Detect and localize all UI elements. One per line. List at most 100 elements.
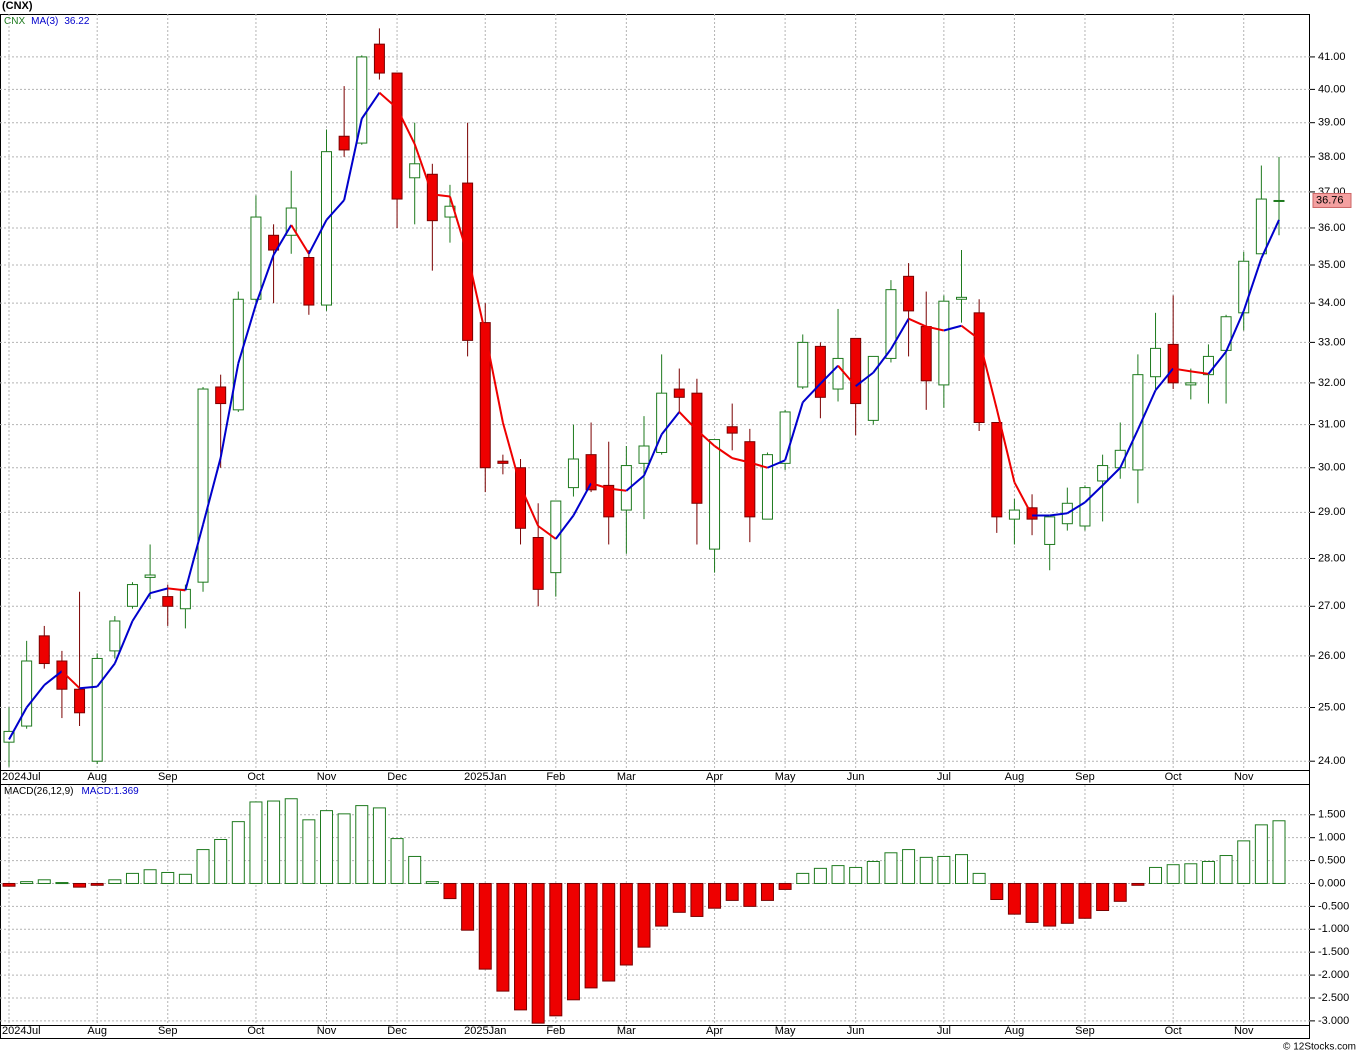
candle-body bbox=[462, 182, 474, 341]
candle-body bbox=[744, 441, 756, 518]
x-tick-label: Apr bbox=[706, 771, 723, 783]
y-tick-label: 0.000 bbox=[1318, 877, 1346, 889]
candle-body bbox=[479, 322, 491, 469]
x-tick-label: Aug bbox=[87, 771, 107, 783]
candle-body bbox=[1044, 516, 1056, 545]
candle-body bbox=[1255, 198, 1267, 255]
candle-body bbox=[1167, 343, 1179, 384]
macd-readout-label: MACD: bbox=[81, 786, 113, 797]
macd-bar bbox=[108, 879, 122, 884]
ma-segment bbox=[167, 587, 186, 592]
ma-segment bbox=[1101, 467, 1121, 487]
x-tick-label: Sep bbox=[158, 771, 178, 783]
y-tick-label: 38.00 bbox=[1318, 151, 1346, 163]
legend-ma-value: 36.22 bbox=[64, 16, 89, 27]
x-tick-label: May bbox=[775, 1025, 796, 1037]
ma-segment bbox=[537, 525, 557, 540]
macd-bar bbox=[884, 852, 898, 884]
ma-segment bbox=[678, 411, 698, 431]
ma-segment bbox=[290, 224, 310, 255]
x-tick-label: Oct bbox=[1165, 1025, 1182, 1037]
candle-body bbox=[903, 275, 915, 312]
candle-body bbox=[162, 596, 174, 607]
y-tick-label: 30.00 bbox=[1318, 462, 1346, 474]
candle-body bbox=[956, 296, 967, 300]
x-tick-label: Jul bbox=[937, 1025, 951, 1037]
macd-bar bbox=[125, 872, 139, 884]
macd-bar bbox=[1184, 863, 1198, 884]
x-tick-label: Feb bbox=[546, 771, 565, 783]
macd-legend: MACD(26,12,9) MACD:1.369 bbox=[4, 786, 139, 797]
macd-bar bbox=[355, 805, 369, 884]
ma-segment bbox=[343, 118, 363, 201]
macd-bar bbox=[1043, 882, 1057, 927]
macd-bar bbox=[231, 821, 245, 884]
macd-bar bbox=[196, 849, 210, 884]
footer: © 12Stocks.com bbox=[1283, 1042, 1356, 1053]
x-tick-label: Jun bbox=[847, 771, 865, 783]
y-tick-label: 27.00 bbox=[1318, 600, 1346, 612]
ma-segment bbox=[96, 662, 116, 688]
y-tick-label: -3.000 bbox=[1318, 1015, 1349, 1027]
y-tick-label: 0.500 bbox=[1318, 854, 1346, 866]
candle-body bbox=[126, 584, 138, 607]
ma-segment bbox=[590, 482, 610, 490]
candle-body bbox=[532, 537, 544, 590]
macd-bar bbox=[655, 882, 669, 927]
ma-segment bbox=[202, 457, 222, 525]
ma-segment bbox=[767, 459, 786, 469]
legend-ma: MA(3) bbox=[31, 16, 58, 27]
candle-body bbox=[91, 657, 103, 762]
ma-segment bbox=[360, 92, 381, 120]
ma-segment bbox=[855, 371, 874, 387]
macd-bar bbox=[337, 813, 351, 884]
macd-bar bbox=[214, 839, 228, 884]
candle-body bbox=[3, 730, 15, 743]
macd-bar bbox=[531, 882, 545, 1024]
candle-body bbox=[1150, 347, 1162, 378]
macd-bar bbox=[955, 854, 968, 884]
candle-body bbox=[1079, 487, 1091, 527]
price-tag-box bbox=[1312, 192, 1352, 208]
ma-segment bbox=[413, 143, 434, 195]
ma-segment bbox=[908, 317, 927, 328]
macd-bar bbox=[743, 882, 757, 907]
candle-body bbox=[920, 326, 932, 382]
macd-bar bbox=[566, 882, 580, 1001]
macd-bar bbox=[1254, 824, 1268, 884]
macd-bar bbox=[1237, 840, 1251, 884]
candle-body bbox=[426, 173, 438, 222]
ma-segment bbox=[784, 402, 804, 461]
ma-segment bbox=[625, 474, 645, 492]
macd-bar bbox=[619, 882, 633, 966]
macd-bar bbox=[937, 855, 951, 884]
y-tick-label: 32.00 bbox=[1318, 377, 1346, 389]
ma-segment bbox=[432, 193, 451, 198]
candle-body bbox=[356, 56, 368, 144]
macd-bar bbox=[249, 801, 263, 884]
y-tick-label: 34.00 bbox=[1318, 297, 1346, 309]
macd-bar bbox=[496, 882, 510, 992]
candle-body bbox=[338, 135, 350, 151]
x-tick-label: Jul bbox=[937, 771, 951, 783]
x-tick-label: May bbox=[775, 771, 796, 783]
candle-body bbox=[497, 460, 509, 464]
y-tick-label: -1.500 bbox=[1318, 946, 1349, 958]
ma-segment bbox=[501, 422, 522, 487]
price-panel-frame bbox=[0, 14, 1310, 785]
candle-body bbox=[885, 289, 897, 359]
ma-segment bbox=[819, 365, 839, 385]
macd-bar bbox=[1096, 882, 1110, 911]
x-tick-label: Nov bbox=[1234, 771, 1254, 783]
macd-panel-frame bbox=[0, 784, 1310, 1039]
macd-bar bbox=[584, 882, 598, 989]
ma-segment bbox=[484, 333, 504, 423]
chart-title: (CNX) bbox=[2, 0, 33, 12]
macd-bar bbox=[1113, 882, 1127, 902]
macd-bar bbox=[1007, 882, 1021, 915]
ma-segment bbox=[466, 254, 487, 334]
macd-bar bbox=[514, 882, 528, 1011]
x-tick-label: Mar bbox=[617, 1025, 636, 1037]
y-tick-label: 24.00 bbox=[1318, 755, 1346, 767]
ma-segment bbox=[978, 338, 998, 410]
